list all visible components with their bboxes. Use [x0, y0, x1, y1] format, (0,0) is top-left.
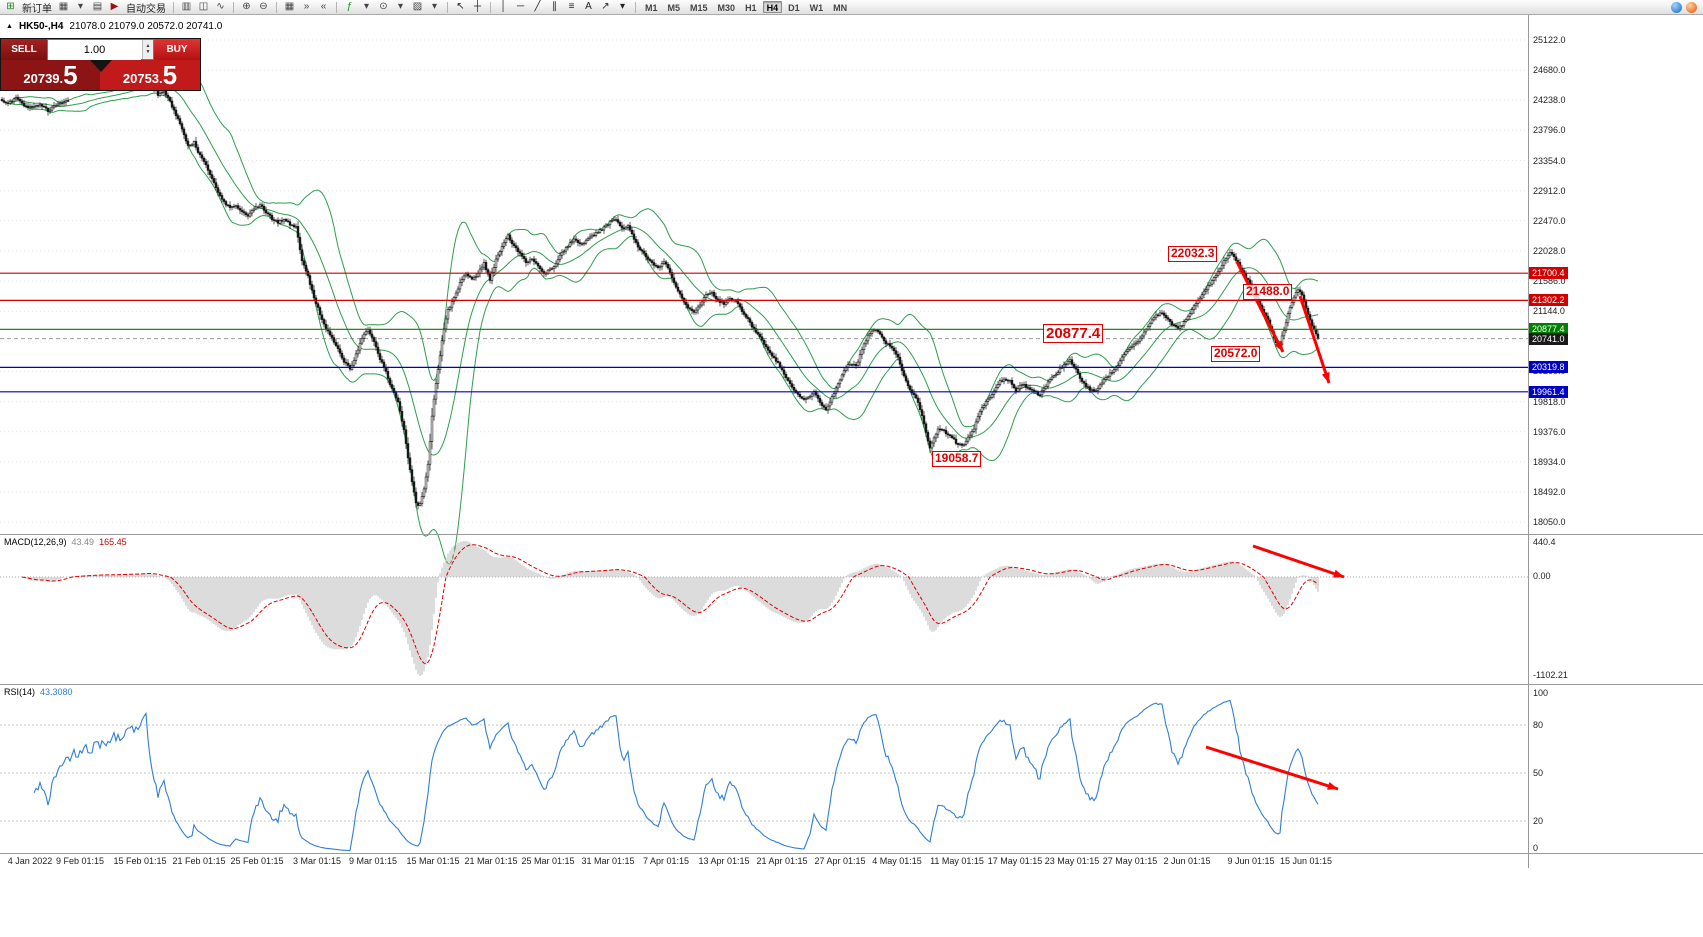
- toolbar-separator: [336, 1, 337, 13]
- spinner-down-icon[interactable]: ▼: [145, 49, 151, 55]
- toolbar: ⊞ 新订单 ▦ ▾ ▤ ▶ 自动交易 ▥ ◫ ∿ ⊕ ⊖ ▦ » « ƒ ▾ ⊙ ▾ ▨ ▾ ↖ ┼ │ ─ ╱ ∥ ≡ A ↗ ▾ M1 M5…: [0, 0, 1703, 15]
- symbol-info: ▲ HK50-,H4 21078.0 21079.0 20572.0 20741…: [6, 21, 222, 32]
- macd-name: MACD(12,26,9): [4, 537, 67, 547]
- chart-shift-icon[interactable]: «: [320, 1, 327, 12]
- rsi-level-lines: [0, 724, 1528, 822]
- buy-price-big-digit: 5: [162, 60, 178, 90]
- macd-value-signal: 165.45: [99, 537, 127, 547]
- trend-arrow[interactable]: [1252, 544, 1345, 579]
- timeframe-button-M15[interactable]: M15: [690, 3, 708, 13]
- macd-value-main: 43.49: [71, 537, 95, 547]
- toolbar-separator: [490, 1, 491, 13]
- sell-price-big-digit: 5: [63, 60, 78, 90]
- macd-label: MACD(12,26,9) 43.49 165.45: [4, 537, 127, 547]
- bollinger-upper-band: [9, 67, 1319, 428]
- horizontal-price-lines: [0, 272, 1528, 393]
- horizontal-line-icon[interactable]: ─: [516, 1, 525, 12]
- buy-price-main: 20753.: [122, 70, 163, 86]
- vertical-line-icon[interactable]: │: [500, 1, 507, 12]
- community-icon[interactable]: [1671, 1, 1682, 13]
- new-order-label[interactable]: 新订单: [22, 3, 52, 15]
- candlestick-series: [0, 74, 1320, 510]
- bollinger-middle-band: [9, 85, 1319, 456]
- indicators-icon[interactable]: ƒ: [346, 1, 353, 12]
- templates-dropdown-icon[interactable]: ▾: [431, 1, 438, 12]
- sell-button[interactable]: SELL: [1, 39, 47, 60]
- volume-spinner[interactable]: ▲ ▼: [142, 40, 153, 59]
- collapse-arrow-icon[interactable]: ▲: [6, 23, 13, 30]
- indicators-dropdown-icon[interactable]: ▾: [363, 1, 370, 12]
- toolbar-separator: [447, 1, 448, 13]
- trend-arrow[interactable]: [1298, 295, 1331, 384]
- sell-price[interactable]: 20739. 5: [1, 60, 100, 90]
- line-chart-icon[interactable]: ∿: [216, 1, 225, 12]
- rsi-value: 43.3080: [40, 687, 73, 697]
- timeframe-button-H1[interactable]: H1: [745, 3, 757, 13]
- ohlc-values: 21078.0 21079.0 20572.0 20741.0: [69, 21, 223, 32]
- toolbar-separator: [233, 1, 234, 13]
- rsi-line: [33, 699, 1319, 852]
- rsi-label: RSI(14) 43.3080: [4, 687, 73, 697]
- toolbar-right-icons: [1671, 1, 1700, 13]
- timeframe-button-M1[interactable]: M1: [645, 3, 658, 13]
- macd-panel-separator[interactable]: [0, 534, 1703, 535]
- new-chart-dropdown-icon[interactable]: ▾: [77, 1, 84, 12]
- price-axis-border: [1528, 15, 1529, 868]
- new-order-icon[interactable]: ⊞: [6, 1, 15, 12]
- periods-dropdown-icon[interactable]: ▾: [397, 1, 404, 12]
- bollinger-lower-band: [9, 92, 1319, 565]
- cursor-icon[interactable]: ↖: [456, 1, 465, 12]
- spinner-up-icon[interactable]: ▲: [145, 43, 151, 49]
- arrows-tool-icon[interactable]: ↗: [601, 1, 610, 12]
- auto-scroll-icon[interactable]: »: [303, 1, 310, 12]
- trendline-icon[interactable]: ╱: [534, 1, 541, 12]
- grid: [0, 39, 1528, 523]
- volume-box: ▲ ▼: [47, 39, 154, 60]
- timeframe-button-M5[interactable]: M5: [667, 3, 681, 13]
- zoom-out-icon[interactable]: ⊖: [259, 1, 268, 12]
- candlestick-chart-icon[interactable]: ◫: [198, 1, 209, 12]
- buy-price[interactable]: 20753. 5: [100, 60, 200, 90]
- time-axis-separator: [0, 853, 1703, 854]
- trend-arrow[interactable]: [1205, 745, 1339, 791]
- rsi-panel-separator[interactable]: [0, 684, 1703, 685]
- toolbar-separator: [635, 1, 636, 13]
- macd-signal-line: [21, 544, 1319, 665]
- timeframe-button-H4[interactable]: H4: [762, 1, 783, 13]
- alerts-icon[interactable]: [1686, 1, 1697, 13]
- one-click-trading-panel: SELL ▲ ▼ BUY 20739. 5 20753. 5: [0, 38, 201, 91]
- tile-windows-icon[interactable]: ▦: [284, 1, 295, 12]
- buy-button[interactable]: BUY: [154, 39, 200, 60]
- bollinger-bands: [9, 67, 1319, 565]
- timeframe-button-W1[interactable]: W1: [809, 3, 824, 13]
- templates-icon[interactable]: ▨: [412, 1, 423, 12]
- new-chart-icon[interactable]: ▦: [58, 1, 69, 12]
- macd-histogram: [13, 541, 1319, 676]
- zoom-in-icon[interactable]: ⊕: [242, 1, 251, 12]
- equidistant-channel-icon[interactable]: ∥: [552, 1, 557, 12]
- fibonacci-icon[interactable]: ≡: [568, 1, 575, 12]
- panel-notch: [89, 60, 112, 72]
- bar-chart-icon[interactable]: ▥: [181, 1, 192, 12]
- timeframe-button-D1[interactable]: D1: [788, 3, 800, 13]
- periods-icon[interactable]: ⊙: [379, 1, 388, 12]
- crosshair-icon[interactable]: ┼: [473, 1, 482, 12]
- trend-arrow[interactable]: [1235, 261, 1285, 353]
- profiles-icon[interactable]: ▤: [92, 1, 103, 12]
- toolbar-separator: [276, 1, 277, 13]
- toolbar-separator: [173, 1, 174, 13]
- text-icon[interactable]: A: [585, 1, 592, 12]
- volume-input[interactable]: [48, 40, 141, 60]
- trend-arrows: [1205, 261, 1345, 791]
- rsi-name: RSI(14): [4, 687, 36, 697]
- auto-trading-icon[interactable]: ▶: [110, 1, 119, 12]
- timeframe-button-M30[interactable]: M30: [717, 3, 736, 13]
- sell-price-main: 20739.: [23, 70, 64, 86]
- timeframe-button-MN[interactable]: MN: [833, 3, 848, 13]
- shapes-dropdown-icon[interactable]: ▾: [619, 1, 626, 12]
- auto-trading-label[interactable]: 自动交易: [126, 3, 166, 15]
- symbol-timeframe-label: HK50-,H4: [18, 21, 64, 32]
